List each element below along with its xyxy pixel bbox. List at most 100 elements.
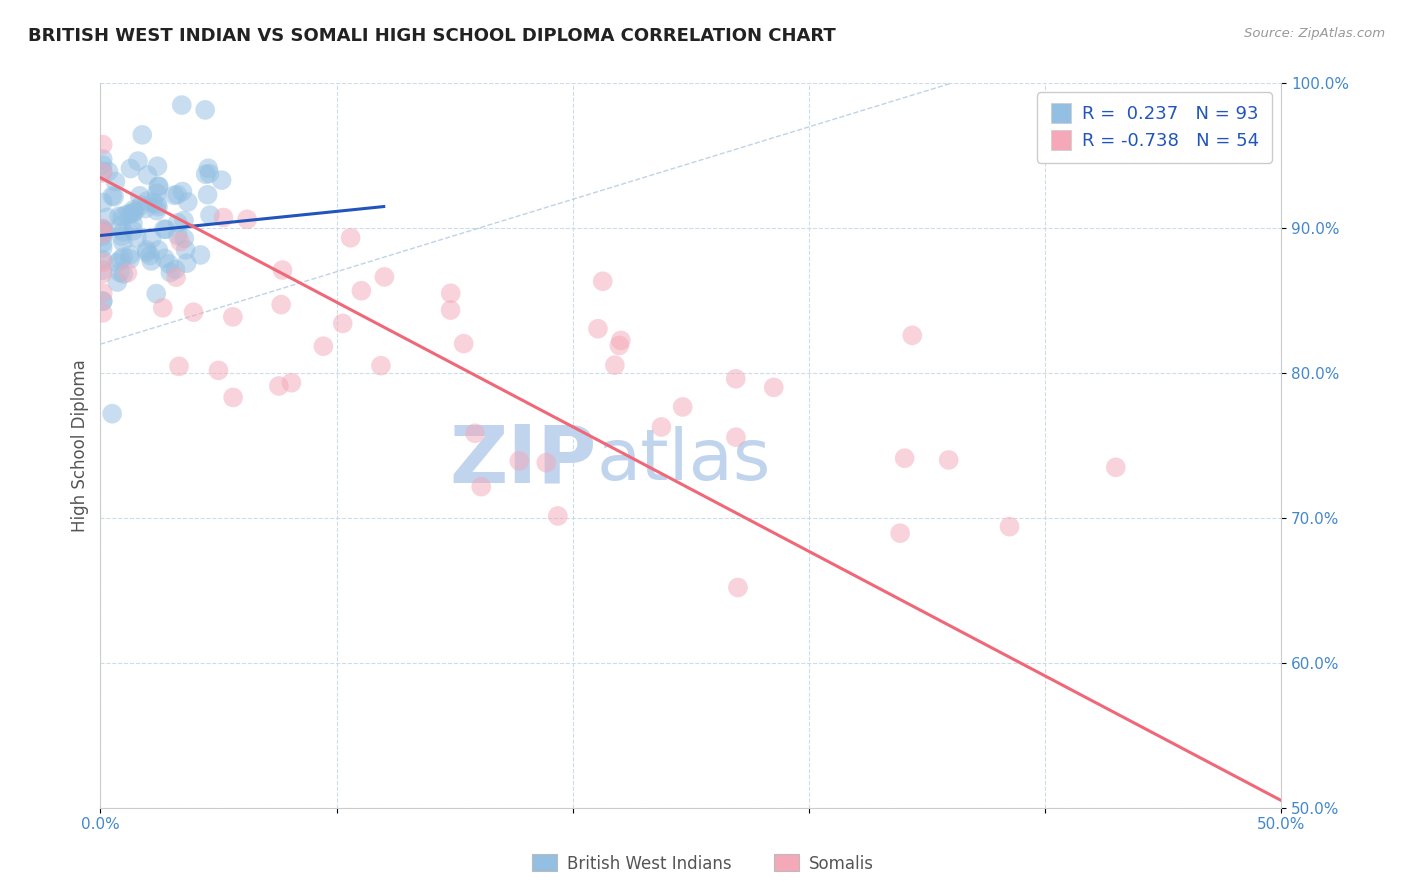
- Point: [453, 336, 475, 351]
- Point: [117, 266, 139, 280]
- Point: [139, 249, 162, 263]
- Point: [91, 255, 114, 269]
- Point: [167, 359, 190, 374]
- Point: [172, 185, 194, 199]
- Point: [901, 328, 924, 343]
- Text: atlas: atlas: [596, 425, 770, 494]
- Point: [373, 269, 395, 284]
- Point: [91, 285, 114, 300]
- Point: [177, 194, 200, 209]
- Point: [135, 202, 157, 216]
- Point: [105, 275, 128, 289]
- Point: [153, 222, 176, 236]
- Point: [197, 161, 219, 176]
- Point: [91, 227, 114, 241]
- Point: [91, 306, 114, 320]
- Point: [91, 221, 114, 235]
- Point: [124, 204, 146, 219]
- Point: [547, 508, 569, 523]
- Point: [159, 265, 181, 279]
- Point: [101, 189, 124, 203]
- Point: [176, 256, 198, 270]
- Point: [194, 103, 217, 117]
- Point: [91, 137, 114, 152]
- Point: [120, 161, 142, 176]
- Point: [207, 363, 229, 377]
- Point: [197, 187, 219, 202]
- Point: [97, 164, 120, 178]
- Point: [135, 245, 157, 260]
- Point: [141, 254, 163, 268]
- Point: [122, 216, 145, 230]
- Point: [165, 262, 187, 277]
- Point: [110, 252, 132, 267]
- Point: [96, 211, 118, 225]
- Y-axis label: High School Diploma: High School Diploma: [72, 359, 89, 532]
- Point: [211, 173, 233, 187]
- Point: [938, 453, 960, 467]
- Point: [91, 267, 114, 281]
- Point: [155, 222, 177, 236]
- Point: [101, 407, 124, 421]
- Point: [889, 526, 911, 541]
- Point: [91, 164, 114, 178]
- Legend: British West Indians, Somalis: British West Indians, Somalis: [526, 847, 880, 880]
- Point: [212, 211, 235, 225]
- Point: [536, 456, 558, 470]
- Point: [607, 338, 630, 352]
- Point: [91, 195, 114, 210]
- Point: [136, 168, 159, 182]
- Point: [135, 243, 157, 257]
- Point: [198, 208, 221, 222]
- Point: [108, 209, 131, 223]
- Point: [91, 222, 114, 236]
- Point: [173, 231, 195, 245]
- Point: [610, 334, 633, 348]
- Point: [112, 250, 135, 264]
- Point: [91, 294, 114, 309]
- Point: [131, 128, 153, 142]
- Point: [194, 167, 217, 181]
- Text: ZIP: ZIP: [449, 421, 596, 499]
- Point: [370, 359, 392, 373]
- Point: [111, 235, 134, 249]
- Point: [122, 206, 145, 220]
- Point: [91, 166, 114, 180]
- Point: [146, 159, 169, 173]
- Point: [173, 213, 195, 227]
- Point: [169, 235, 191, 249]
- Point: [112, 225, 135, 239]
- Point: [190, 248, 212, 262]
- Point: [650, 420, 672, 434]
- Point: [91, 263, 114, 277]
- Point: [145, 203, 167, 218]
- Point: [105, 255, 128, 269]
- Point: [332, 317, 354, 331]
- Point: [236, 212, 259, 227]
- Point: [166, 216, 188, 230]
- Point: [271, 263, 294, 277]
- Point: [163, 188, 186, 202]
- Point: [91, 224, 114, 238]
- Point: [146, 200, 169, 214]
- Point: [148, 179, 170, 194]
- Point: [762, 380, 785, 394]
- Point: [120, 252, 142, 266]
- Point: [267, 379, 290, 393]
- Point: [91, 293, 114, 308]
- Point: [91, 224, 114, 238]
- Point: [91, 229, 114, 244]
- Point: [91, 227, 114, 241]
- Point: [339, 231, 361, 245]
- Point: [112, 267, 135, 281]
- Point: [270, 297, 292, 311]
- Point: [148, 243, 170, 257]
- Point: [146, 197, 169, 211]
- Point: [153, 252, 176, 266]
- Point: [350, 284, 373, 298]
- Point: [464, 426, 486, 441]
- Point: [592, 274, 614, 288]
- Point: [104, 175, 127, 189]
- Point: [166, 187, 188, 202]
- Legend: R =  0.237   N = 93, R = -0.738   N = 54: R = 0.237 N = 93, R = -0.738 N = 54: [1038, 93, 1272, 162]
